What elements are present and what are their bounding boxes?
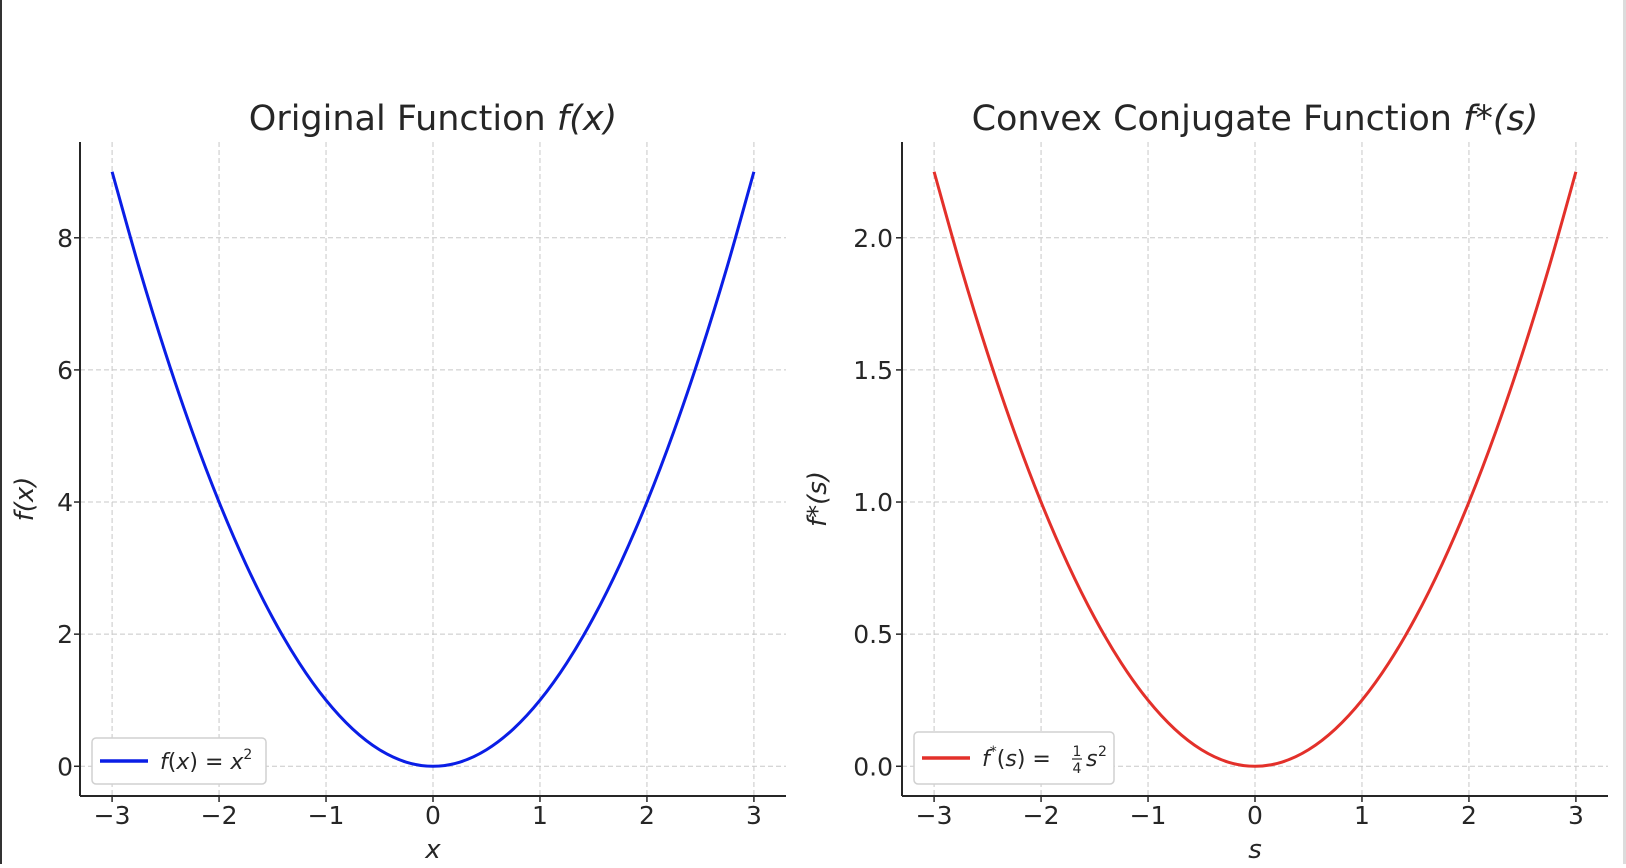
x-tick-label: 0 [1247,801,1263,830]
y-tick-label: 2.0 [853,224,893,253]
y-axis-label: f*(s) [803,471,833,527]
y-tick-label: 8 [57,224,73,253]
y-tick-label: 2 [57,620,73,649]
x-tick-label: −2 [1023,801,1060,830]
legend-fraction-denominator: 4 [1073,761,1082,777]
y-tick-label: 0.5 [853,620,893,649]
subplot-1: −3 −2 −1 0 1 2 3 0 2 4 6 8 Original Function f(x) x f(… [10,99,786,865]
legend-exponent: 2 [1098,744,1107,760]
x-tick-label: 1 [1354,801,1370,830]
legend-label: f(x) = x2 [160,747,252,775]
x-tick-label: −3 [94,801,131,830]
x-tick-label: 3 [1568,801,1584,830]
x-tick-label: 3 [746,801,762,830]
x-tick-label: −1 [1130,801,1167,830]
x-tick-label: 2 [1461,801,1477,830]
chart-title: Original Function f(x) [249,99,617,139]
y-tick-label: 4 [57,488,73,517]
x-axis-label: x [424,835,441,864]
series-line-1 [110,171,756,768]
legend-variable: s [1086,747,1097,772]
series-line-1 [932,171,1578,768]
x-tick-label: −2 [201,801,238,830]
legend: f*(s) = 14 s 2 [913,731,1115,785]
x-tick-label: 1 [532,801,548,830]
legend: f(x) = x2 [91,737,267,785]
right-window-border [1623,0,1626,864]
left-window-border [0,0,2,864]
legend-fraction-numerator: 1 [1073,744,1082,760]
legend-box [913,731,1115,785]
x-axis-label: s [1248,835,1262,864]
y-tick-label: 1.0 [853,488,893,517]
x-tick-label: 2 [639,801,655,830]
y-axis-label: f(x) [10,477,40,522]
chart-title: Convex Conjugate Function f*(s) [972,99,1539,139]
y-tick-label: 0 [57,752,73,781]
y-tick-label: 1.5 [853,356,893,385]
x-tick-label: −1 [308,801,345,830]
x-tick-label: 0 [425,801,441,830]
x-tick-label: −3 [916,801,953,830]
y-tick-label: 6 [57,356,73,385]
legend-label: f*(s) = [982,744,1051,772]
legend-box [91,737,267,785]
y-tick-label: 0.0 [853,752,893,781]
